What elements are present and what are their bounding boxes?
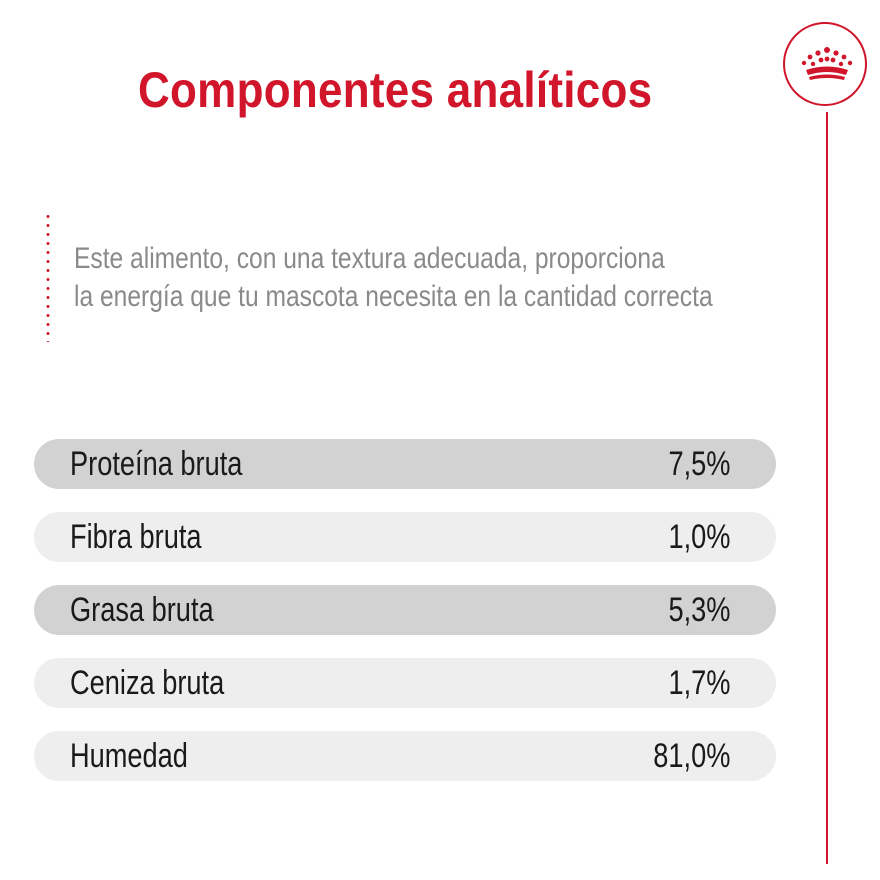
component-value: 81,0% <box>652 737 730 775</box>
component-label: Grasa bruta <box>70 591 214 629</box>
component-label: Ceniza bruta <box>70 664 225 702</box>
component-value: 5,3% <box>668 591 730 629</box>
component-label: Proteína bruta <box>70 445 243 483</box>
description-line: Este alimento, con una textura adecuada,… <box>74 242 665 275</box>
table-row: Fibra bruta 1,0% <box>34 512 776 562</box>
description-line: la energía que tu mascota necesita en la… <box>74 280 713 313</box>
vertical-accent-line <box>826 112 828 864</box>
component-value: 1,0% <box>668 518 730 556</box>
analytical-components-table: Proteína bruta 7,5% Fibra bruta 1,0% Gra… <box>34 439 776 804</box>
dotted-divider <box>45 212 51 342</box>
crown-icon <box>801 47 853 80</box>
page-title: Componentes analíticos <box>138 62 653 118</box>
table-row: Humedad 81,0% <box>34 731 776 781</box>
brand-badge <box>783 22 867 106</box>
component-label: Humedad <box>70 737 188 775</box>
component-label: Fibra bruta <box>70 518 202 556</box>
component-value: 7,5% <box>668 445 730 483</box>
table-row: Grasa bruta 5,3% <box>34 585 776 635</box>
component-value: 1,7% <box>668 664 730 702</box>
table-row: Ceniza bruta 1,7% <box>34 658 776 708</box>
description: Este alimento, con una textura adecuada,… <box>74 240 713 316</box>
table-row: Proteína bruta 7,5% <box>34 439 776 489</box>
